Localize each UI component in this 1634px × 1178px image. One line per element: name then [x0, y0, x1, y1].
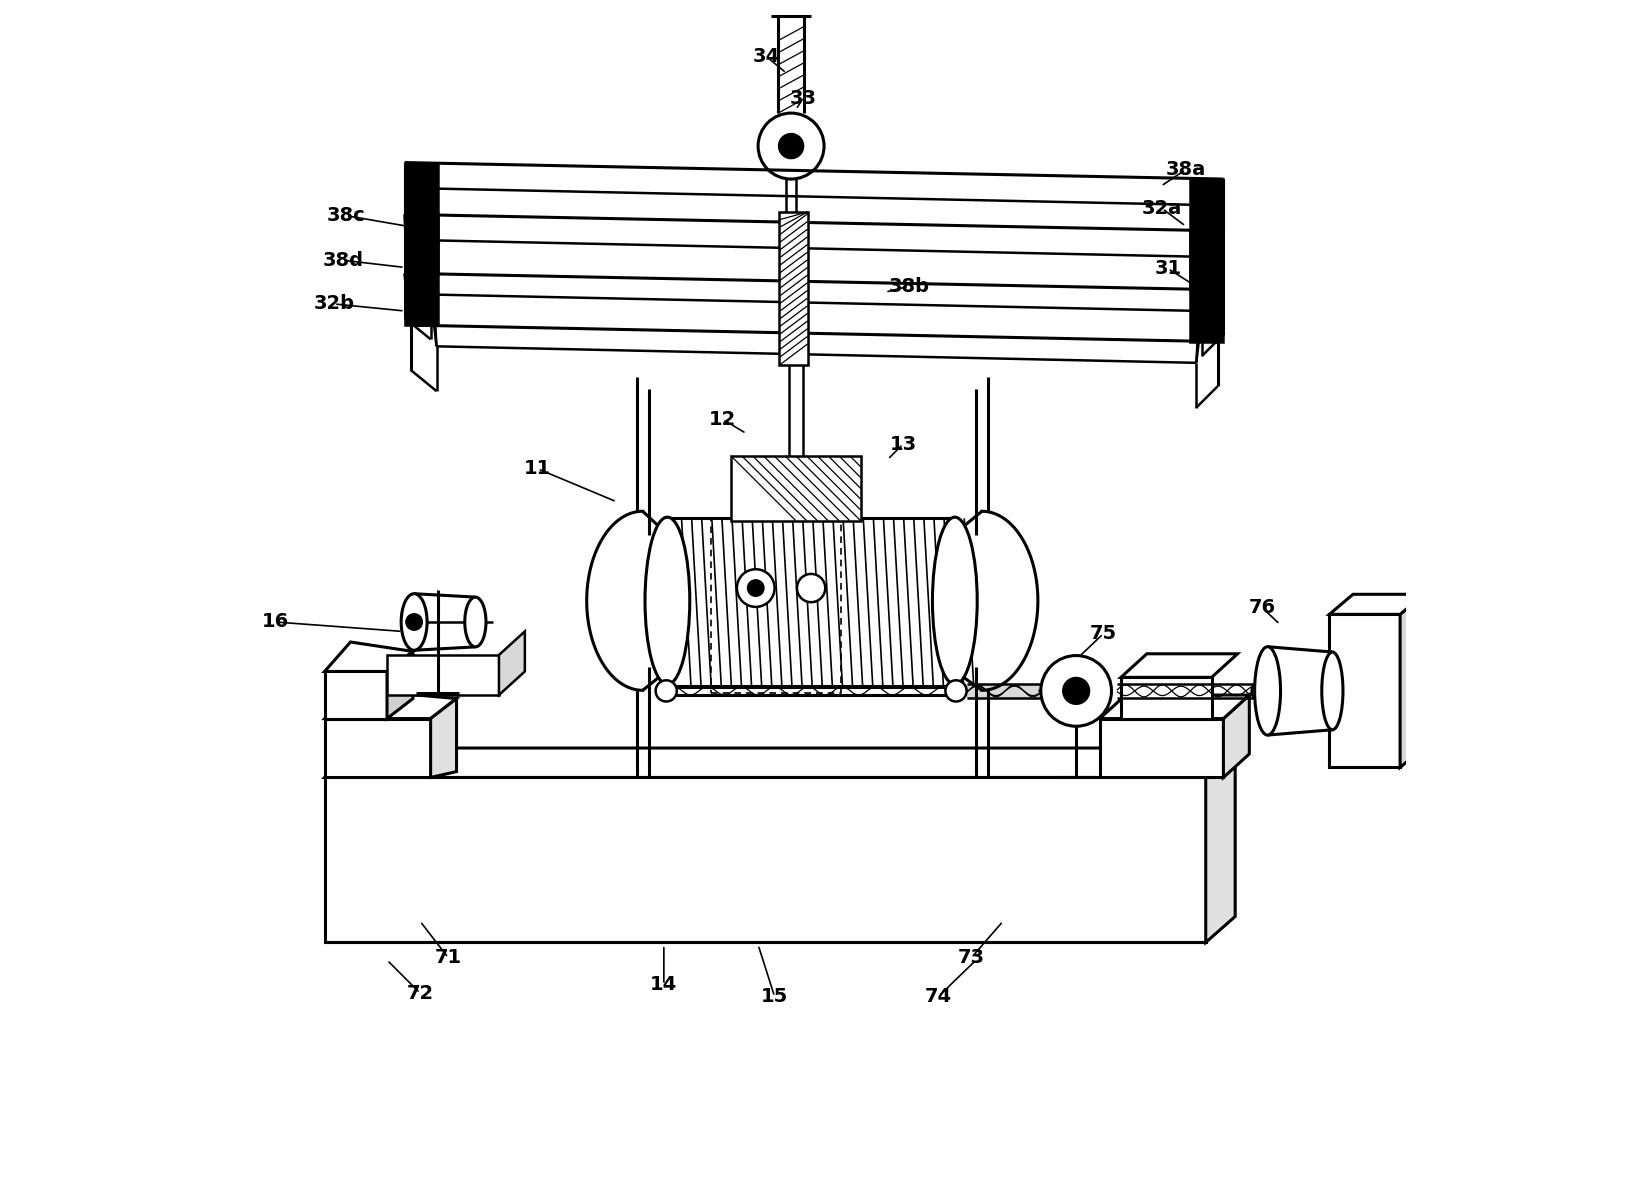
Polygon shape: [1121, 654, 1237, 677]
Text: 33: 33: [789, 90, 817, 108]
Circle shape: [747, 580, 765, 596]
Ellipse shape: [1255, 647, 1281, 735]
Ellipse shape: [464, 597, 485, 647]
Polygon shape: [1330, 615, 1400, 768]
Circle shape: [405, 614, 422, 630]
Polygon shape: [1100, 695, 1250, 719]
Text: 14: 14: [650, 975, 678, 994]
Text: 38d: 38d: [324, 251, 364, 270]
Polygon shape: [730, 456, 861, 521]
Circle shape: [655, 681, 676, 702]
Ellipse shape: [1322, 653, 1343, 730]
Ellipse shape: [933, 517, 977, 684]
Polygon shape: [387, 655, 498, 695]
Text: 12: 12: [709, 410, 737, 429]
Polygon shape: [405, 214, 438, 325]
Ellipse shape: [645, 517, 690, 684]
Text: 71: 71: [435, 948, 462, 967]
Text: 32a: 32a: [1142, 199, 1183, 218]
Polygon shape: [1330, 595, 1423, 615]
Text: 13: 13: [889, 435, 917, 454]
Polygon shape: [779, 212, 807, 365]
Text: 11: 11: [525, 459, 551, 478]
Text: 38a: 38a: [1165, 160, 1206, 179]
Text: 38b: 38b: [889, 277, 930, 296]
Polygon shape: [431, 699, 456, 777]
Polygon shape: [325, 777, 1206, 942]
Circle shape: [737, 569, 775, 607]
Text: 31: 31: [1155, 259, 1181, 278]
Polygon shape: [1121, 677, 1212, 719]
Text: 74: 74: [925, 987, 953, 1006]
Text: 72: 72: [407, 984, 433, 1002]
Polygon shape: [498, 631, 525, 695]
Circle shape: [1041, 655, 1111, 726]
Polygon shape: [1191, 179, 1224, 290]
Polygon shape: [405, 163, 438, 273]
Polygon shape: [387, 651, 413, 719]
Text: 73: 73: [958, 948, 985, 967]
Text: 15: 15: [761, 987, 788, 1006]
Polygon shape: [1100, 719, 1224, 777]
Text: 75: 75: [1090, 624, 1116, 643]
Polygon shape: [325, 719, 431, 777]
Polygon shape: [1206, 748, 1235, 942]
Circle shape: [1062, 677, 1090, 704]
Text: 34: 34: [753, 47, 779, 66]
Ellipse shape: [402, 594, 426, 650]
Text: 16: 16: [261, 613, 289, 631]
Polygon shape: [325, 671, 387, 719]
Polygon shape: [1400, 595, 1423, 768]
Text: 32b: 32b: [314, 294, 355, 313]
Polygon shape: [1224, 695, 1250, 777]
Circle shape: [797, 574, 825, 602]
Polygon shape: [1191, 231, 1224, 342]
Circle shape: [1252, 681, 1273, 702]
Text: 76: 76: [1248, 598, 1276, 617]
Circle shape: [946, 681, 967, 702]
Polygon shape: [325, 689, 456, 719]
Text: 38c: 38c: [327, 206, 364, 225]
Circle shape: [778, 133, 804, 159]
Polygon shape: [325, 748, 1235, 777]
Polygon shape: [325, 642, 413, 671]
